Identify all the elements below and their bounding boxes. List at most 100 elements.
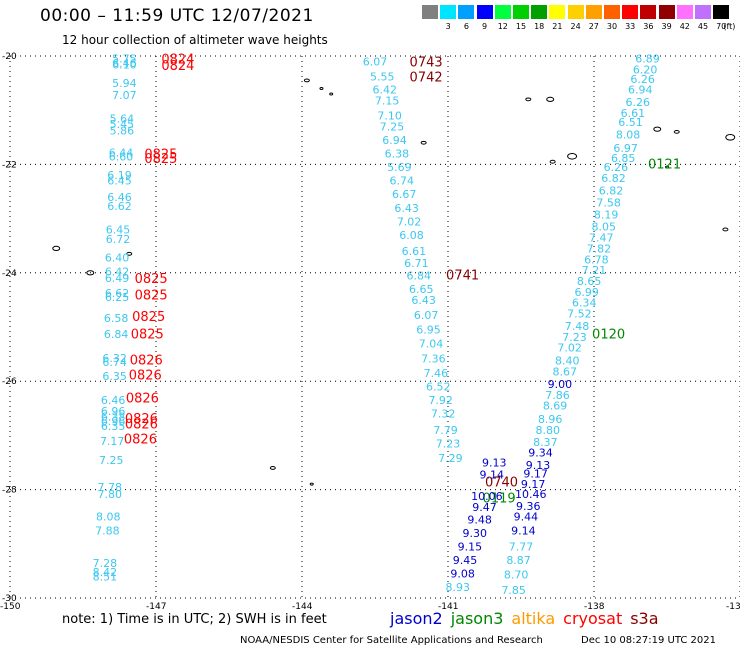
pass-time-label: 0826 bbox=[125, 412, 158, 427]
swh-value: 7.48 bbox=[565, 320, 590, 333]
island-outline bbox=[420, 140, 427, 145]
swh-value: 7.82 bbox=[587, 242, 612, 255]
island-outline bbox=[665, 165, 669, 169]
pass-time-label: 0119 bbox=[483, 492, 516, 507]
legend-swatch bbox=[622, 5, 639, 19]
legend-swatch bbox=[476, 5, 493, 19]
swh-value: 7.29 bbox=[438, 452, 463, 465]
pass-time-label: 0741 bbox=[446, 268, 479, 283]
swh-value: 6.42 bbox=[105, 266, 130, 279]
swh-value: 9.44 bbox=[514, 511, 539, 524]
legend-swatch bbox=[640, 5, 657, 19]
swh-value: 6.26 bbox=[630, 73, 655, 86]
island-outline bbox=[549, 159, 556, 164]
legend-swatch bbox=[658, 5, 675, 19]
swh-value: 8.69 bbox=[543, 400, 568, 413]
legend-bin-label: 30 bbox=[606, 22, 618, 31]
pass-time-label: 0825 bbox=[144, 152, 177, 167]
island-outline bbox=[126, 251, 133, 256]
legend-swatch bbox=[494, 5, 511, 19]
island-outline bbox=[725, 134, 736, 141]
satellite-legend: jason2 jason3 altika cryosat s3a bbox=[390, 609, 667, 628]
pass-time-label: 0742 bbox=[410, 71, 443, 86]
swh-value: 8.96 bbox=[538, 413, 563, 426]
swh-value: 5.55 bbox=[370, 71, 395, 84]
pass-time-label: 0825 bbox=[132, 310, 165, 325]
swh-value: 5.94 bbox=[112, 77, 137, 90]
swh-value: 6.08 bbox=[399, 229, 424, 242]
swh-value: 6.94 bbox=[628, 84, 653, 97]
legend-swatch bbox=[695, 5, 711, 19]
island-outline bbox=[673, 129, 680, 134]
swh-value: 8.93 bbox=[445, 581, 470, 594]
swh-value: 9.45 bbox=[453, 554, 478, 567]
swh-value: 6.46 bbox=[101, 394, 126, 407]
island-outline bbox=[309, 482, 314, 486]
swh-value: 8.37 bbox=[533, 436, 558, 449]
island-outline bbox=[86, 270, 95, 276]
y-tick-label: -30 bbox=[2, 594, 17, 604]
satellite-name: jason2 bbox=[390, 609, 443, 628]
pass-time-label: 0826 bbox=[125, 417, 158, 432]
swh-value: 5.86 bbox=[110, 124, 135, 137]
swh-value: 7.92 bbox=[428, 394, 453, 407]
page-subtitle: 12 hour collection of altimeter wave hei… bbox=[62, 33, 328, 47]
swh-value: 9.13 bbox=[482, 457, 507, 470]
swh-value: 6.78 bbox=[584, 253, 609, 266]
swh-value: 7.02 bbox=[557, 342, 582, 355]
island-outline bbox=[525, 97, 532, 102]
swh-value: 7.80 bbox=[98, 488, 123, 501]
legend-bin-label: 18 bbox=[534, 22, 545, 31]
swh-value: 5.45 bbox=[110, 118, 135, 131]
legend-bin-label: 42 bbox=[679, 22, 690, 31]
swh-value: 6.97 bbox=[613, 142, 638, 155]
swh-value: 7.15 bbox=[375, 94, 400, 107]
swh-value: 6.44 bbox=[109, 146, 134, 159]
pass-time-label: 0825 bbox=[131, 328, 164, 343]
swh-value: 7.79 bbox=[433, 424, 458, 437]
swh-value: 7.47 bbox=[589, 232, 614, 245]
swh-value: 6.49 bbox=[105, 272, 130, 285]
swh-value: 7.10 bbox=[377, 110, 402, 123]
page-title: 00:00 – 11:59 UTC 12/07/2021 bbox=[40, 6, 314, 26]
swh-value: 8.40 bbox=[555, 355, 580, 368]
satellite-name: altika bbox=[511, 609, 556, 628]
legend-bin-label: 21 bbox=[552, 22, 563, 31]
legend-bin-label: 24 bbox=[570, 22, 581, 31]
swh-value: 6.43 bbox=[411, 294, 436, 307]
swh-value: 6.07 bbox=[363, 55, 388, 68]
swh-value: 8.65 bbox=[577, 275, 602, 288]
swh-value: 6.84 bbox=[104, 328, 129, 341]
legend-swatch bbox=[513, 5, 529, 19]
swh-value: 6.38 bbox=[385, 148, 410, 161]
island-outline bbox=[319, 87, 324, 91]
legend-bin-label: 36 bbox=[643, 22, 654, 31]
swh-value: 9.47 bbox=[472, 501, 497, 514]
swh-value: 8.05 bbox=[591, 221, 616, 234]
pass-time-label: 0743 bbox=[410, 55, 443, 70]
swh-value: 10.46 bbox=[515, 488, 547, 501]
swh-value: 6.25 bbox=[105, 291, 130, 304]
legend-bin-label: 39 bbox=[661, 22, 672, 31]
swh-value: 6.35 bbox=[101, 420, 126, 433]
swh-value: 6.65 bbox=[409, 283, 434, 296]
swh-value: 6.84 bbox=[407, 270, 432, 283]
x-tick-label: -144 bbox=[292, 602, 313, 612]
swh-value: 6.20 bbox=[633, 64, 658, 77]
swh-value: 8.19 bbox=[594, 208, 619, 221]
swh-value: 6.51 bbox=[618, 116, 643, 129]
swh-value: 7.88 bbox=[95, 524, 120, 537]
swh-value: 7.58 bbox=[596, 196, 621, 209]
legend-swatch bbox=[458, 5, 475, 19]
swh-value: 5.64 bbox=[110, 112, 135, 125]
island-outline bbox=[653, 126, 662, 132]
swh-value: 9.36 bbox=[516, 500, 541, 513]
swh-value: 6.96 bbox=[101, 405, 126, 418]
swh-value: 6.35 bbox=[102, 370, 127, 383]
generation-timestamp: Dec 10 08:27:19 UTC 2021 bbox=[581, 635, 716, 646]
swh-value: 6.74 bbox=[390, 175, 415, 188]
y-tick-label: -28 bbox=[2, 486, 17, 496]
swh-value: 7.17 bbox=[100, 435, 125, 448]
swh-value: 6.89 bbox=[635, 53, 660, 66]
swh-value: 9.08 bbox=[450, 568, 475, 581]
